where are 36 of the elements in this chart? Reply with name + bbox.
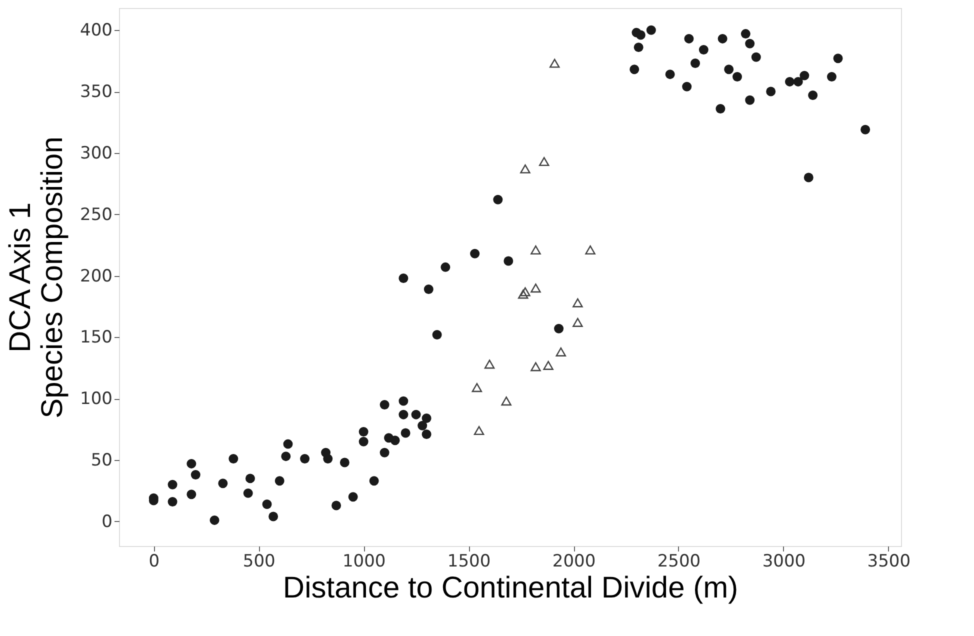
y-tick-label: 350 [80,82,112,102]
x-axis-title: Distance to Continental Divide (m) [282,572,738,604]
point [543,360,554,370]
point [472,383,482,392]
y-tick-label: 200 [80,266,112,286]
point [484,360,495,369]
x-tick-label: 2500 [657,552,701,572]
point [520,287,530,296]
point [549,58,560,68]
y-tick-label: 300 [80,143,112,164]
x-tick-label: 3500 [867,552,911,572]
y-tick-label: 50 [90,450,112,471]
x-tick-label: 1500 [447,552,491,572]
x-tick-label: 0 [148,552,160,572]
x-tick-label: 1000 [342,552,386,572]
y-axis-title: DCA Axis 1 Species Composition [4,136,70,418]
y-tick-label: 0 [102,512,112,532]
y-tick-label: 150 [80,328,112,348]
point [530,362,541,372]
point [556,347,566,356]
point [572,298,583,308]
x-tick-label: 3000 [762,552,806,572]
y-tick-label: 250 [80,204,112,225]
point [530,245,541,254]
point [474,426,484,436]
point [501,396,512,406]
point [572,318,583,327]
point [538,157,550,166]
point [520,164,530,174]
x-tick-label: 2000 [552,552,596,572]
point [585,245,596,254]
y-tick-label: 100 [80,389,112,410]
y-tick-label: 400 [80,20,112,41]
point [518,290,528,299]
point [530,284,541,293]
x-tick-label: 500 [242,552,276,572]
